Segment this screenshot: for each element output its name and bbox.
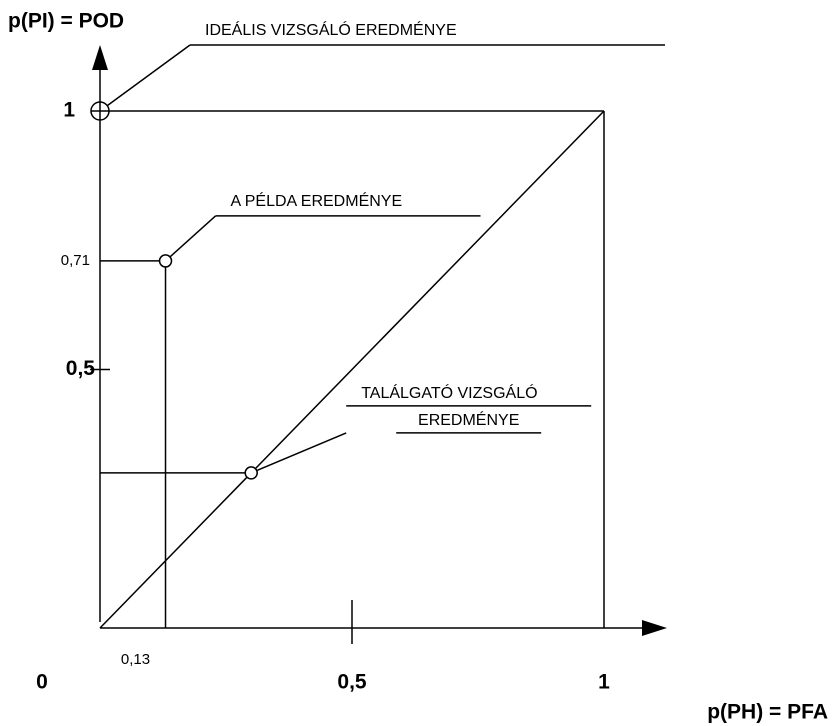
annotation: IDEÁLIS VIZSGÁLÓ EREDMÉNYE [205,20,457,39]
y-axis-arrow [92,45,108,70]
x-axis-arrow [642,620,667,636]
y-axis-label: p(PI) = POD [8,10,124,33]
diagonal [99,110,605,629]
annotation: A PÉLDA EREDMÉNYE [231,191,403,210]
annotation: EREDMÉNYE [418,410,519,429]
y-tick-label: 1 [63,99,75,122]
point [158,254,173,268]
y-tick-label: 0,71 [61,252,90,269]
annotation: TALÁLGATÓ VIZSGÁLÓ [361,383,537,402]
point [244,466,258,480]
leader-line [165,215,217,262]
x-axis-label: p(PH) = PFA [707,701,828,724]
x-tick-label: 0,5 [337,671,367,694]
x-tick-label: 0,13 [121,651,150,668]
x-tick-label: 0 [36,671,48,694]
leader-line [99,44,191,112]
leader-line [250,432,347,474]
y-tick-label: 0,5 [66,357,96,380]
x-tick-label: 1 [598,671,610,694]
